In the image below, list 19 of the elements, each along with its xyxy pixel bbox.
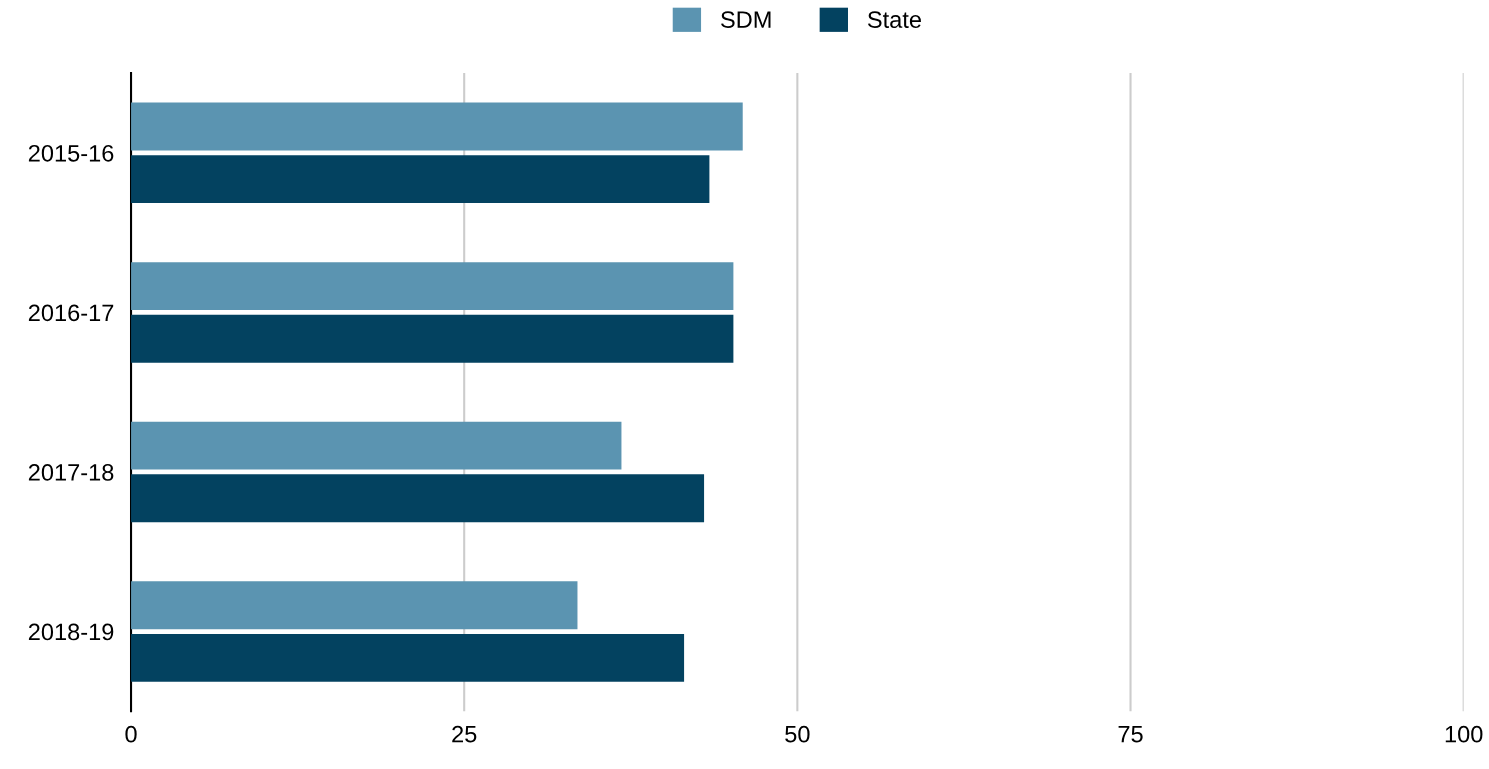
- bar: [131, 421, 622, 470]
- y-tick-label: 2018-19: [28, 623, 114, 641]
- legend-label: SDM: [721, 11, 771, 28]
- bar: [131, 474, 705, 523]
- legend-label: State: [867, 11, 921, 28]
- bar: [131, 262, 734, 311]
- x-tick-label: 75: [1118, 726, 1143, 743]
- y-tick-label: 2015-16: [28, 144, 114, 162]
- bar: [131, 155, 710, 204]
- x-tick-label: 50: [785, 725, 810, 743]
- y-tick-label: 2017-18: [28, 464, 114, 481]
- y-tick-label: 2016-17: [28, 304, 114, 322]
- bar: [131, 633, 685, 682]
- bar: [131, 581, 578, 630]
- x-tick-label: 25: [452, 725, 477, 743]
- x-tick-label: 0: [125, 725, 137, 743]
- x-tick-label: 100: [1445, 725, 1483, 743]
- bar: [131, 314, 734, 363]
- bar: [131, 102, 743, 151]
